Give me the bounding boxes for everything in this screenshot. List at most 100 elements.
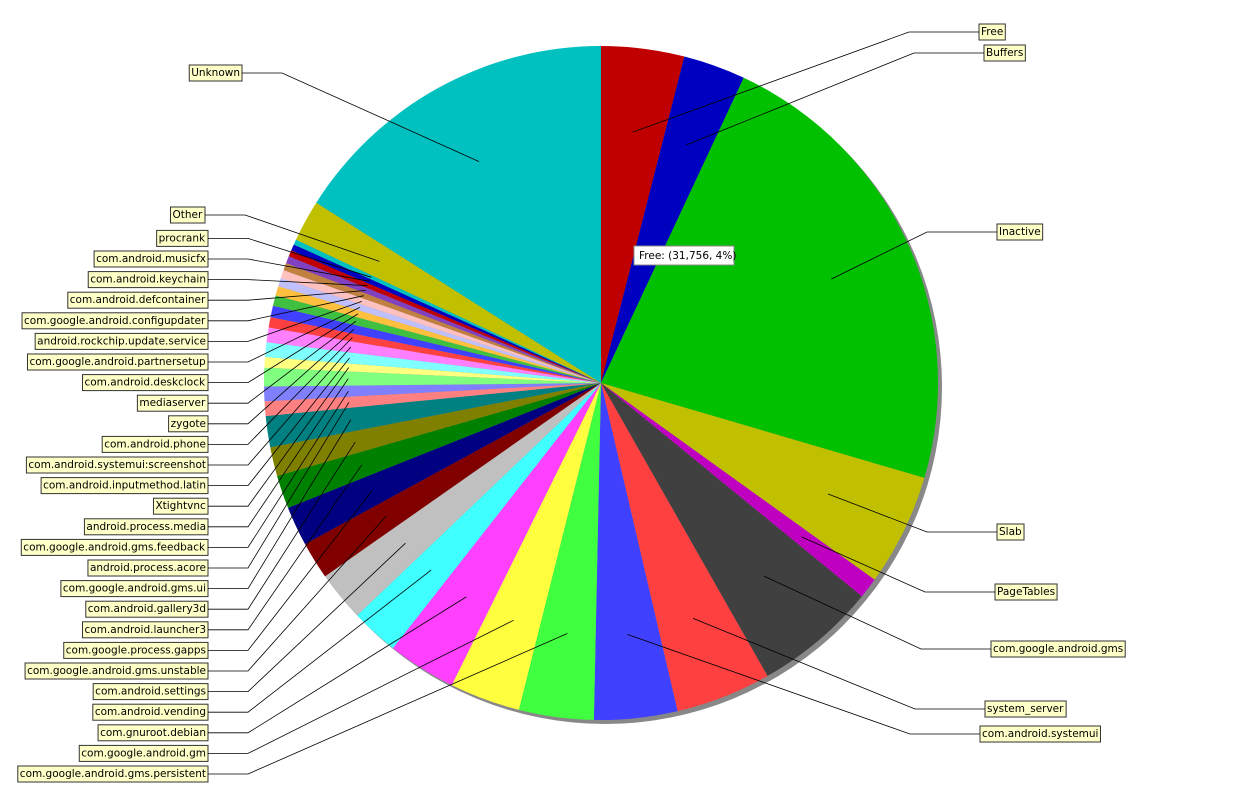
leader-line bbox=[205, 214, 380, 262]
leader-line bbox=[801, 536, 995, 593]
slice-label: com.android.systemui:screenshot bbox=[28, 459, 206, 471]
leader-line bbox=[831, 231, 997, 280]
leader-line bbox=[208, 633, 568, 775]
pie-slice bbox=[265, 383, 601, 448]
tooltip: Free: (31,756, 4%) bbox=[633, 245, 736, 266]
slice-label: com.google.android.configupdater bbox=[24, 315, 206, 327]
leader-line bbox=[627, 634, 980, 735]
leader-line bbox=[827, 493, 997, 533]
leader-line bbox=[208, 542, 406, 692]
leader-line bbox=[208, 619, 514, 754]
slice-label: Buffers bbox=[986, 47, 1023, 59]
slice-label: com.google.android.gms.ui bbox=[63, 583, 206, 595]
leader-line bbox=[208, 320, 357, 404]
leader-line bbox=[208, 346, 352, 466]
pie-slice bbox=[270, 383, 601, 477]
slice-label: com.google.android.gms.feedback bbox=[23, 541, 206, 553]
leader-line bbox=[686, 52, 984, 146]
pie-slice bbox=[305, 383, 601, 577]
leader-line bbox=[208, 390, 349, 548]
leader-line bbox=[208, 307, 361, 363]
leader-line bbox=[692, 617, 985, 710]
pie-slice bbox=[291, 244, 601, 383]
pie-slice bbox=[593, 383, 678, 720]
pie-slice bbox=[264, 383, 601, 402]
leader-line bbox=[208, 290, 366, 301]
pie-slice bbox=[275, 286, 601, 383]
leader-line bbox=[208, 300, 362, 342]
leader-line bbox=[632, 31, 979, 133]
pie-slice bbox=[601, 383, 925, 580]
pie-slice bbox=[283, 263, 601, 383]
pie-slice bbox=[357, 383, 601, 649]
slice-label: zygote bbox=[171, 418, 206, 430]
leader-line bbox=[208, 378, 349, 528]
slice-label: com.google.android.gms.persistent bbox=[20, 768, 206, 780]
pie-slice bbox=[293, 239, 601, 383]
tooltip-text: Free: (31,756, 4%) bbox=[639, 250, 736, 262]
leader-line bbox=[208, 313, 359, 384]
leader-line bbox=[242, 72, 480, 162]
slice-label: com.android.defcontainer bbox=[70, 294, 206, 306]
pie-slice bbox=[601, 383, 768, 712]
pie-slice bbox=[601, 383, 875, 597]
pie-slice bbox=[268, 317, 601, 383]
leader-line bbox=[208, 596, 467, 734]
leader-line bbox=[208, 258, 370, 282]
pie bbox=[263, 45, 942, 724]
leader-line bbox=[208, 337, 353, 445]
leader-line bbox=[208, 490, 373, 651]
leader-line bbox=[208, 569, 432, 713]
slice-label: com.google.android.gm bbox=[81, 747, 206, 759]
pie-slice bbox=[518, 383, 601, 720]
slice-label: com.google.android.partnersetup bbox=[29, 356, 206, 368]
leader-line bbox=[208, 419, 352, 589]
pie-slice bbox=[265, 342, 601, 383]
pie-slice bbox=[278, 278, 601, 383]
pie-slice bbox=[316, 45, 601, 383]
leader-line bbox=[208, 515, 387, 672]
pie-slice bbox=[280, 270, 601, 383]
pie-slice bbox=[286, 256, 601, 383]
slice-label: com.android.deskclock bbox=[84, 377, 206, 389]
pie-slice bbox=[272, 295, 601, 383]
pie-slice bbox=[601, 383, 862, 677]
pie-slice bbox=[324, 383, 601, 616]
slice-label: PageTables bbox=[997, 586, 1055, 598]
pie-slice bbox=[287, 383, 601, 545]
pie-slice bbox=[264, 357, 601, 383]
pie-slice bbox=[601, 56, 744, 383]
slice-label: Unknown bbox=[191, 67, 240, 79]
slice-label: com.android.launcher3 bbox=[85, 624, 207, 636]
slice-label: com.android.vending bbox=[95, 706, 206, 718]
slice-label: Slab bbox=[999, 526, 1022, 538]
slice-label: android.process.media bbox=[86, 521, 206, 533]
slice-label: com.android.musicfx bbox=[96, 253, 206, 265]
slice-label: com.google.process.gapps bbox=[66, 644, 206, 656]
slice-label: Free bbox=[981, 26, 1003, 38]
pie-slice bbox=[393, 383, 601, 686]
slice-label: android.process.acore bbox=[90, 562, 206, 574]
pie-slice bbox=[277, 383, 601, 508]
slice-label: com.android.phone bbox=[104, 438, 206, 450]
slice-label: com.gnuroot.debian bbox=[100, 727, 206, 739]
leader-line bbox=[208, 357, 350, 487]
tooltip-box bbox=[633, 245, 735, 266]
slice-label: android.rockchip.update.service bbox=[37, 335, 206, 347]
pie-slice bbox=[264, 383, 601, 417]
slice-label: Xtightvnc bbox=[155, 500, 206, 512]
leader-line bbox=[763, 575, 991, 650]
leader-line bbox=[208, 295, 364, 322]
slice-label: com.android.settings bbox=[95, 686, 206, 698]
labels: Free Buffers Inactive Slab PageTables com.goo… bbox=[17, 23, 1126, 783]
leader-line bbox=[208, 279, 368, 287]
slice-label: com.android.keychain bbox=[90, 274, 206, 286]
slice-label: system_server bbox=[987, 703, 1064, 715]
pie-slice bbox=[295, 202, 601, 383]
slice-label: Other bbox=[173, 209, 203, 221]
pie-slice bbox=[451, 383, 601, 710]
slice-label: Inactive bbox=[999, 226, 1041, 238]
slice-label: com.android.gallery3d bbox=[88, 603, 206, 615]
slice-label: com.android.systemui bbox=[982, 728, 1098, 740]
slice-label: procrank bbox=[159, 232, 206, 244]
